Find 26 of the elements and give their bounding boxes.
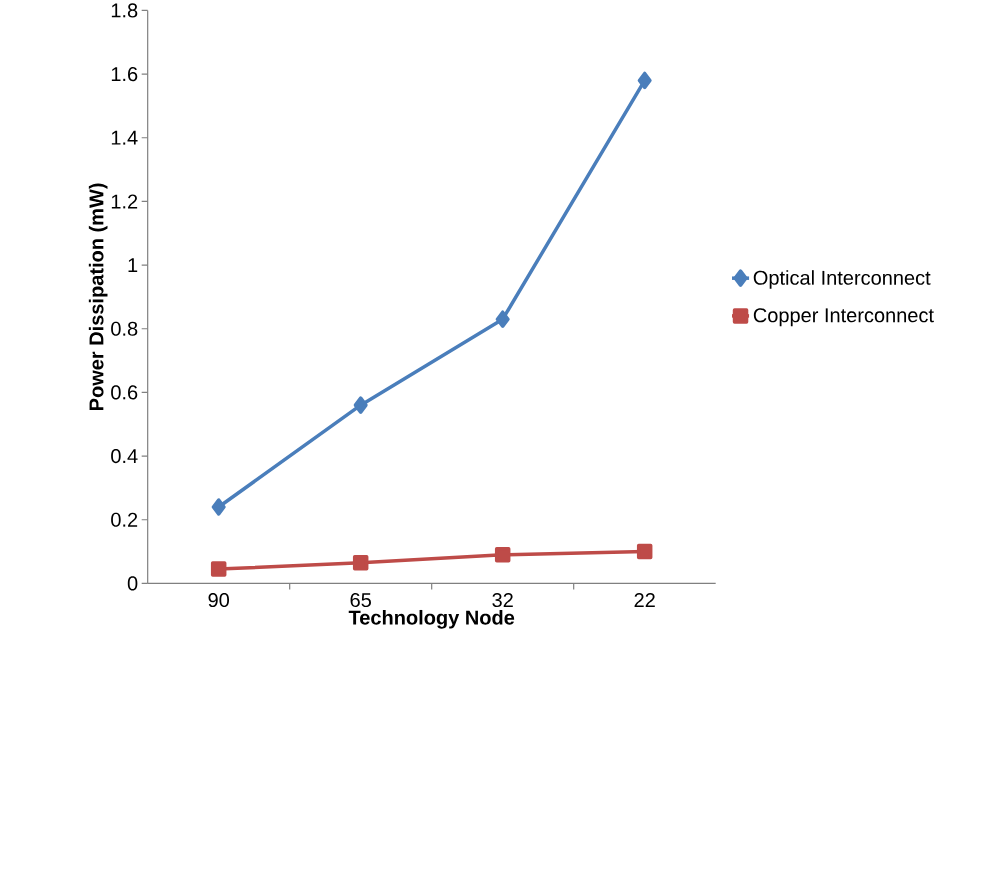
y-tick-label: 0 bbox=[127, 576, 138, 591]
point bbox=[637, 71, 652, 90]
y-tick-label: 0.6 bbox=[111, 385, 138, 400]
y-tick-label: 0.8 bbox=[111, 321, 138, 336]
x-axis-title: Technology Node bbox=[348, 609, 515, 629]
y-tick-label: 1 bbox=[128, 258, 138, 272]
point bbox=[495, 310, 510, 328]
point bbox=[211, 498, 226, 516]
y-axis-title: Power Dissipation (mW) bbox=[88, 183, 108, 410]
point bbox=[636, 543, 653, 560]
y-tick-label: 1.8 bbox=[111, 3, 138, 18]
x-tick-label: 90 bbox=[208, 592, 230, 608]
x-tick-label: 22 bbox=[634, 592, 655, 607]
legend-label: Optical Interconnect bbox=[753, 270, 931, 289]
y-tick-label: 0.2 bbox=[111, 512, 138, 527]
x-tick-label: 65 bbox=[350, 592, 371, 608]
point bbox=[210, 561, 227, 577]
point bbox=[353, 396, 368, 414]
y-tick-label: 1.2 bbox=[111, 194, 138, 209]
legend-label: Copper Interconnect bbox=[753, 308, 934, 327]
point bbox=[494, 546, 511, 563]
y-tick-label: 1.6 bbox=[111, 66, 138, 82]
y-tick-label: 1.4 bbox=[111, 130, 138, 145]
y-tick-label: 0.4 bbox=[111, 448, 138, 464]
x-tick-label: 32 bbox=[492, 592, 513, 608]
point bbox=[352, 554, 369, 571]
